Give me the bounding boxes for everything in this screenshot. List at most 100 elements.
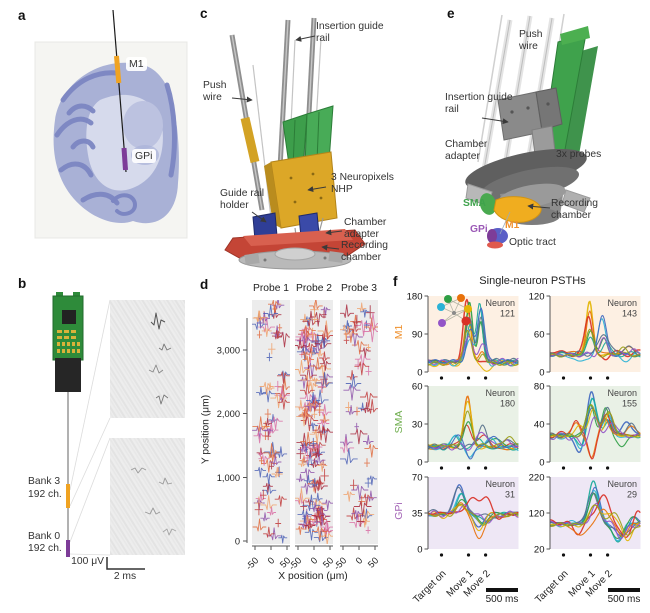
- psth-y-tick-label: 120: [529, 508, 545, 519]
- spike-waveform-mark: [296, 411, 312, 427]
- spike-waveform-mark: [270, 392, 287, 409]
- psth-y-tick-label: 0: [539, 457, 544, 468]
- m1-probe-segment: [114, 55, 122, 84]
- psth-trace: [550, 334, 641, 357]
- bank0-channels: 192 ch.: [28, 543, 62, 554]
- panel-e-implant: [465, 13, 598, 249]
- psth-y-tick-label: 60: [534, 329, 545, 340]
- psth-y-tick-label: 70: [412, 472, 423, 483]
- spike-waveform-mark: [350, 428, 368, 445]
- panel-a-label: a: [18, 8, 26, 23]
- spike-waveform-mark: [346, 370, 358, 381]
- spike-waveform-mark: [345, 374, 362, 389]
- spike-waveform-mark: [360, 493, 374, 506]
- panel-e-label: e: [447, 6, 455, 21]
- spike-waveform-mark: [364, 443, 378, 458]
- psth-trace: [428, 329, 519, 366]
- spike-waveform-mark: [296, 335, 315, 352]
- event-marker-dot: [606, 376, 610, 380]
- neuron-id: 31: [505, 490, 515, 500]
- x-tick-labels: -50 0 50 -50 0 50 -50 0 50: [244, 555, 381, 572]
- neuron-id: 29: [627, 490, 637, 500]
- spike-waveform-mark: [358, 495, 366, 506]
- spike-waveform-mark: [342, 320, 353, 330]
- svg-text:0: 0: [266, 555, 277, 566]
- callout-lines: [69, 299, 111, 556]
- spike-waveform-mark: [300, 483, 313, 495]
- spike-waveform-mark: [311, 389, 329, 406]
- spike-waveform-mark: [302, 310, 320, 327]
- neuron-id: 155: [622, 399, 637, 409]
- d-ylabel: Y position (μm): [200, 394, 212, 465]
- spike-waveform-mark: [272, 305, 277, 313]
- event-marker-dot: [466, 376, 471, 380]
- spike-waveform-mark: [309, 477, 320, 488]
- event-marker-dot: [561, 553, 566, 557]
- psth-trace: [428, 434, 519, 458]
- spike-waveform-mark: [365, 366, 372, 376]
- spike-waveform-mark: [319, 360, 331, 371]
- spike-waveform-mark: [354, 361, 370, 376]
- event-marker-dot: [466, 466, 471, 470]
- c-recording-chamber-label: Recording chamber: [341, 240, 388, 264]
- spike-waveform-mark: [312, 452, 326, 465]
- psth-trace: [428, 504, 519, 524]
- spike-waveform-mark: [360, 308, 370, 318]
- spike-waveform-mark: [364, 312, 378, 330]
- spike-waveform-mark: [299, 514, 316, 530]
- spike-waveform-mark: [261, 327, 272, 338]
- event-marker-dot: [588, 553, 593, 557]
- neuron-id: 180: [500, 399, 515, 409]
- scalebar-right-label: 500 ms: [607, 594, 641, 605]
- event-marker-dot: [561, 466, 566, 470]
- psth-trace: [428, 410, 519, 448]
- spike-waveform-mark: [357, 302, 367, 312]
- spike-waveform-mark: [315, 372, 333, 389]
- spike-waveform-mark: [305, 449, 315, 459]
- svg-text:50: 50: [366, 555, 380, 569]
- panel-d-label: d: [200, 277, 209, 292]
- spike-waveform-mark: [265, 382, 275, 392]
- spike-waveform-mark: [261, 389, 276, 403]
- spike-waveform-mark: [351, 484, 369, 501]
- psth-trace: [428, 503, 519, 526]
- event-marker-dot: [606, 553, 610, 557]
- spike-waveform-mark: [316, 364, 331, 379]
- spike-waveform-mark: [261, 458, 277, 473]
- psth-y-tick-label: 0: [539, 367, 544, 378]
- spike-waveform-mark: [309, 437, 317, 449]
- spike-waveform-mark: [340, 448, 358, 465]
- spike-waveform-mark: [268, 424, 274, 433]
- c-neuropixels-label: 3 Neuropixels NHP: [331, 172, 394, 196]
- psth-y-tick-label: 220: [529, 472, 545, 483]
- spike-waveform-mark: [340, 437, 355, 454]
- e-probes-label: 3x probes: [556, 149, 602, 160]
- waveform-strip-marks: [295, 300, 333, 544]
- psth-trace: [428, 335, 519, 366]
- spike-waveform-mark: [315, 347, 325, 358]
- spike-waveform-mark: [308, 399, 321, 412]
- spike-waveform-mark: [295, 337, 307, 350]
- spike-waveform-mark: [275, 384, 290, 399]
- spike-waveform-mark: [343, 384, 361, 401]
- spike-waveform-mark: [295, 399, 307, 411]
- psth-trace: [550, 404, 641, 438]
- y-tick-1000: 1,000: [217, 473, 240, 483]
- spike-waveform-mark: [314, 333, 332, 350]
- raw-trace-images: [110, 300, 185, 555]
- spike-waveform-mark: [253, 310, 266, 322]
- spike-waveform-mark: [300, 500, 308, 511]
- spike-waveform-mark: [356, 514, 365, 527]
- panel-b-probe: [52, 292, 185, 570]
- trace-image-top: [110, 300, 185, 418]
- spike-waveform-mark: [300, 364, 317, 381]
- spike-waveform-mark: [277, 323, 283, 331]
- spike-waveform-mark: [268, 414, 278, 424]
- svg-text:0: 0: [309, 555, 320, 566]
- event-marker-dot: [484, 376, 488, 380]
- gpi-probe-segment: [121, 147, 128, 171]
- spike-waveform-mark: [318, 336, 331, 349]
